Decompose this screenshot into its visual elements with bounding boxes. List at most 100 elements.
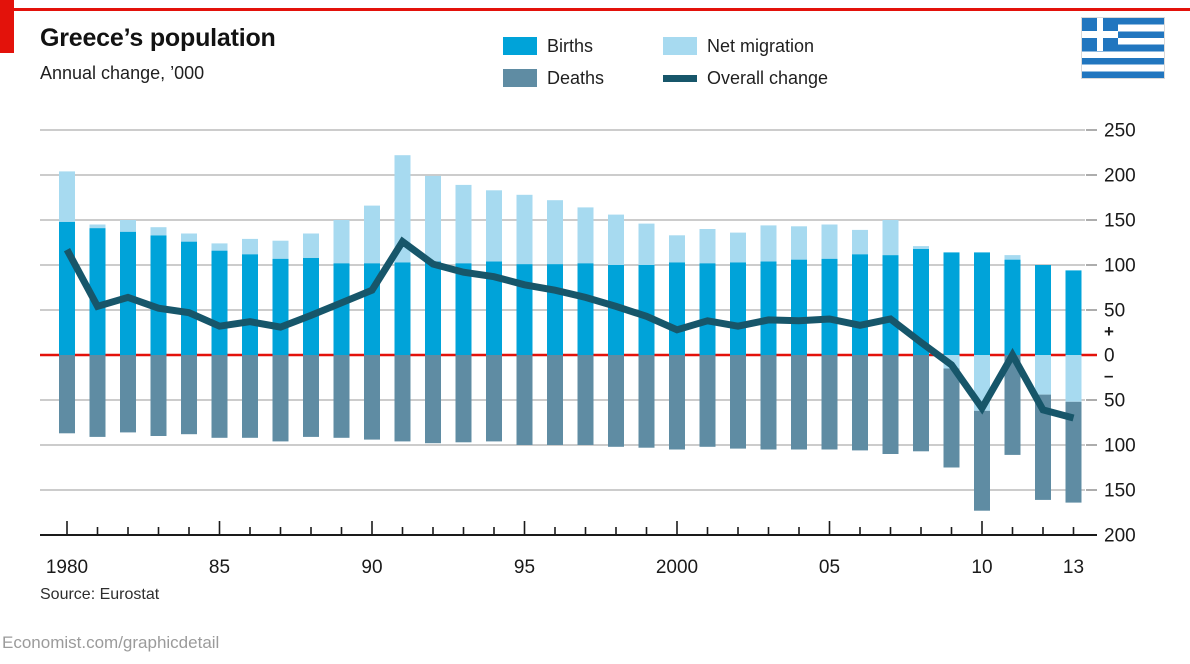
bar-deaths-2007 xyxy=(882,355,899,454)
bar-births-2005 xyxy=(821,258,838,355)
bar-births-2013 xyxy=(1065,270,1082,355)
bar-net-migration-1982 xyxy=(120,220,136,232)
bar-births-1988 xyxy=(303,257,319,355)
bar-net-migration-2004 xyxy=(791,226,807,260)
bar-births-1999 xyxy=(638,265,655,355)
overall-change-line-swatch xyxy=(663,74,697,82)
bar-deaths-1994 xyxy=(486,355,502,442)
bar-births-1997 xyxy=(577,263,594,355)
bar-births-2008 xyxy=(913,248,929,355)
bar-deaths-1999 xyxy=(638,355,655,448)
bar-births-1991 xyxy=(394,262,411,355)
bar-deaths-1991 xyxy=(394,355,411,442)
bar-net-migration-2003 xyxy=(760,225,777,262)
greece-flag-icon xyxy=(1081,17,1165,79)
chart-title: Greece’s population xyxy=(40,24,276,52)
bar-deaths-2005 xyxy=(821,355,838,450)
bar-deaths-2003 xyxy=(760,355,777,450)
bar-deaths-2012 xyxy=(1035,394,1051,500)
bar-net-migration-1988 xyxy=(303,233,319,258)
bar-net-migration-1983 xyxy=(150,227,167,236)
bar-net-migration-1997 xyxy=(577,207,594,264)
flag-canton xyxy=(1082,18,1118,52)
y-tick-label: 200 xyxy=(1104,166,1136,187)
legend-item-net-migration: Net migration xyxy=(663,36,814,56)
bar-births-2010 xyxy=(974,252,990,355)
legend-label: Births xyxy=(547,35,594,56)
x-tick-label-1980: 1980 xyxy=(46,557,88,578)
legend-label: Overall change xyxy=(707,67,829,88)
bar-births-2002 xyxy=(730,262,746,355)
legend-item-overall-change: Overall change xyxy=(663,68,828,88)
bar-deaths-2008 xyxy=(913,355,929,452)
bar-deaths-1988 xyxy=(303,355,319,437)
x-tick-label-2013: 13 xyxy=(1063,557,1084,578)
x-tick-label-1990: 90 xyxy=(361,557,382,578)
bar-deaths-2009 xyxy=(943,368,960,468)
bar-deaths-1980 xyxy=(59,355,75,434)
bar-births-1989 xyxy=(333,263,350,355)
bar-net-migration-2007 xyxy=(882,220,899,256)
bar-net-migration-1999 xyxy=(638,223,655,265)
x-tick-label-2010: 10 xyxy=(971,557,992,578)
bar-births-2012 xyxy=(1035,265,1051,355)
y-tick-label: 100 xyxy=(1104,436,1136,457)
bar-deaths-1989 xyxy=(333,355,350,438)
bar-net-migration-1993 xyxy=(455,184,472,264)
bar-deaths-1987 xyxy=(272,355,289,442)
bar-deaths-1993 xyxy=(455,355,472,443)
legend-label: Deaths xyxy=(547,67,605,88)
bar-deaths-2004 xyxy=(791,355,807,450)
bar-births-1986 xyxy=(242,254,258,355)
legend-item-deaths: Deaths xyxy=(503,68,604,88)
bar-births-2004 xyxy=(791,259,807,355)
bar-net-migration-2005 xyxy=(821,224,838,259)
bar-births-1980 xyxy=(59,221,75,355)
bar-net-migration-1991 xyxy=(394,155,411,263)
x-tick-label-1995: 95 xyxy=(514,557,535,578)
bar-net-migration-2001 xyxy=(699,229,716,264)
x-tick-label-2000: 2000 xyxy=(656,557,698,578)
bar-net-migration-1995 xyxy=(516,194,533,265)
bar-deaths-2000 xyxy=(669,355,685,450)
y-tick-label: 50 xyxy=(1104,301,1125,322)
bar-births-2000 xyxy=(669,262,685,355)
bar-net-migration-1981 xyxy=(89,224,106,229)
bar-deaths-1984 xyxy=(181,355,197,435)
bar-net-migration-2012 xyxy=(1035,355,1051,395)
y-tick-label: 50 xyxy=(1104,391,1125,412)
bar-births-2006 xyxy=(852,254,868,355)
y-axis-minus-sign: – xyxy=(1104,366,1113,385)
bar-births-2003 xyxy=(760,261,777,355)
bar-deaths-2006 xyxy=(852,355,868,451)
source-note: Source: Eurostat xyxy=(40,586,160,603)
bar-deaths-1995 xyxy=(516,355,533,445)
bar-net-migration-2006 xyxy=(852,229,868,255)
bar-deaths-2010 xyxy=(974,410,990,511)
bar-births-2011 xyxy=(1004,259,1021,355)
bar-deaths-1983 xyxy=(150,355,167,436)
y-tick-label: 200 xyxy=(1104,526,1136,547)
bar-net-migration-1992 xyxy=(425,175,441,262)
bar-net-migration-1987 xyxy=(272,240,289,259)
bar-net-migration-1984 xyxy=(181,233,197,242)
bar-net-migration-1985 xyxy=(211,243,228,251)
bar-deaths-2002 xyxy=(730,355,746,449)
bar-births-1985 xyxy=(211,250,228,355)
bar-net-migration-1994 xyxy=(486,190,502,262)
bar-net-migration-2000 xyxy=(669,235,685,263)
bar-net-migration-1986 xyxy=(242,238,258,255)
bar-births-2007 xyxy=(882,255,899,355)
bar-deaths-1985 xyxy=(211,355,228,438)
bar-net-migration-1998 xyxy=(608,214,624,265)
red-accent-block xyxy=(0,0,14,53)
bar-deaths-1998 xyxy=(608,355,624,447)
bar-deaths-1997 xyxy=(577,355,594,445)
bar-births-1984 xyxy=(181,241,197,355)
bar-deaths-1992 xyxy=(425,355,441,444)
bar-net-migration-2011 xyxy=(1004,255,1021,260)
y-tick-label: 150 xyxy=(1104,481,1136,502)
bar-births-1994 xyxy=(486,261,502,355)
